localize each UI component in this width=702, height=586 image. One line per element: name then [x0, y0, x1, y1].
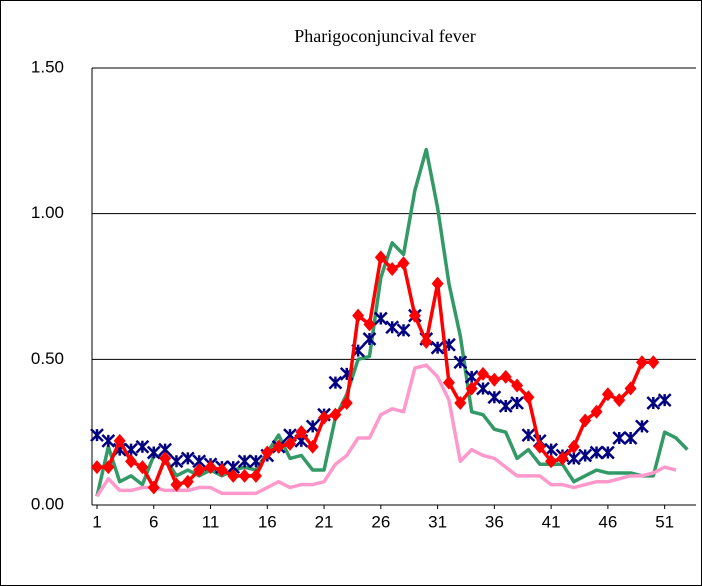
diamond-marker — [579, 413, 592, 428]
x-tick-label: 6 — [149, 512, 158, 531]
diamond-marker — [511, 378, 524, 393]
diamond-marker — [193, 463, 206, 478]
star-marker — [578, 448, 593, 463]
x-tick-label: 21 — [315, 512, 334, 531]
star-marker — [487, 390, 502, 405]
diamond-marker — [295, 425, 308, 440]
star-marker — [657, 393, 672, 408]
diamond-marker — [249, 468, 262, 483]
diamond-marker — [454, 396, 467, 411]
diamond-marker — [374, 250, 387, 265]
star-marker — [135, 439, 150, 454]
star-marker — [373, 311, 388, 326]
diamond-marker — [90, 460, 103, 475]
y-tick-label: 1.00 — [31, 203, 64, 222]
diamond-marker — [136, 460, 149, 475]
diamond-marker — [204, 460, 217, 475]
series-line — [95, 363, 677, 498]
star-marker — [362, 332, 377, 346]
diamond-marker — [159, 451, 172, 466]
diamond-marker — [318, 410, 331, 425]
star-marker — [385, 320, 400, 335]
diamond-marker — [340, 396, 353, 411]
diamond-marker — [442, 375, 455, 390]
star-marker — [328, 375, 343, 390]
diamond-marker — [545, 454, 558, 469]
diamond-marker — [465, 381, 478, 396]
star-marker — [566, 451, 581, 466]
x-tick-label: 11 — [202, 512, 220, 531]
star-marker — [612, 431, 627, 445]
star-marker — [396, 323, 411, 338]
diamond-marker — [613, 393, 626, 408]
star-marker — [646, 396, 661, 410]
star-marker — [169, 454, 184, 469]
diamond-marker — [352, 308, 365, 323]
diamond-marker — [522, 390, 535, 405]
star-marker — [146, 445, 161, 460]
diamond-marker — [238, 468, 251, 483]
star-marker — [521, 428, 536, 442]
star-marker — [453, 355, 468, 370]
diamond-marker — [113, 433, 126, 448]
diamond-marker — [125, 454, 138, 469]
star-marker — [180, 451, 195, 466]
diamond-marker — [499, 369, 512, 384]
diamond-marker — [647, 355, 660, 370]
diamond-marker — [590, 404, 603, 419]
star-marker — [237, 454, 252, 469]
star-marker — [430, 340, 445, 355]
y-tick-label: 0.50 — [31, 349, 64, 368]
star-marker — [589, 445, 604, 460]
x-tick-label: 36 — [485, 512, 504, 531]
diamond-marker — [386, 262, 399, 277]
diamond-marker — [261, 445, 274, 460]
diamond-marker — [170, 477, 183, 492]
diamond-marker — [488, 372, 501, 387]
star-marker — [101, 434, 116, 448]
diamond-marker — [567, 439, 580, 454]
y-tick-label: 1.50 — [31, 57, 64, 76]
chart-title: Pharigoconjuncival fever — [294, 26, 475, 46]
diamond-marker — [431, 276, 444, 291]
star-marker — [305, 419, 320, 434]
diamond-marker — [329, 407, 342, 422]
x-tick-label: 41 — [542, 512, 561, 531]
diamond-marker — [306, 439, 319, 454]
star-marker — [635, 419, 649, 434]
diamond-marker — [181, 474, 194, 489]
diamond-marker — [147, 480, 160, 495]
x-tick-label: 16 — [258, 512, 277, 531]
y-tick-label: 0.00 — [31, 494, 64, 513]
star-marker — [601, 445, 615, 460]
star-marker — [623, 431, 638, 445]
diamond-marker — [215, 463, 228, 478]
diamond-marker — [272, 439, 285, 454]
diamond-marker — [601, 387, 614, 402]
diamond-marker — [624, 381, 637, 396]
x-tick-label: 51 — [655, 512, 674, 531]
diamond-marker — [477, 366, 490, 381]
diamond-marker — [102, 460, 115, 475]
x-tick-label: 1 — [92, 512, 101, 531]
diamond-marker — [556, 451, 569, 466]
diamond-marker — [420, 334, 433, 349]
diamond-marker — [284, 436, 297, 451]
diamond-marker — [635, 355, 648, 370]
diamond-marker — [227, 468, 240, 483]
star-marker — [476, 381, 490, 396]
x-tick-label: 46 — [598, 512, 617, 531]
star-marker — [498, 399, 513, 413]
diamond-marker — [397, 256, 410, 271]
diamond-marker — [363, 317, 376, 332]
star-marker — [510, 396, 524, 410]
star-marker — [90, 428, 104, 442]
x-tick-label: 31 — [428, 512, 447, 531]
x-tick-label: 26 — [371, 512, 390, 531]
diamond-marker — [533, 439, 546, 454]
diamond-marker — [408, 308, 421, 323]
